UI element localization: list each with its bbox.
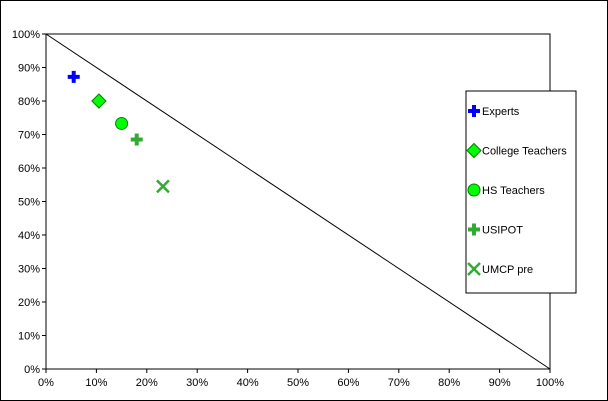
x-tick-label: 30% [186,377,208,389]
legend-label: USIPOT [482,225,523,237]
legend-label: UMCP pre [482,264,533,276]
legend-marker [468,223,480,236]
x-tick-label: 50% [287,377,309,389]
y-tick-label: 70% [18,130,40,142]
y-tick-label: 50% [18,197,40,209]
cross-marker-bar-v [134,133,139,146]
data-point [91,93,107,109]
data-point [115,116,129,130]
y-tick-label: 20% [18,297,40,309]
legend-marker [467,262,481,276]
x-tick-label: 20% [136,377,158,389]
x-tick-label: 100% [536,377,564,389]
x-marker-stroke [467,262,481,276]
legend-marker [468,105,480,117]
cross-marker-bar-v [71,70,76,83]
legend-marker [466,142,482,159]
x-tick-label: 90% [489,377,511,389]
diamond-marker [466,142,482,159]
y-tick-label: 30% [18,264,40,276]
x-tick-label: 60% [337,377,359,389]
legend-label: HS Teachers [482,185,545,197]
y-tick-label: 80% [18,96,40,108]
x-tick-label: 40% [237,377,259,389]
data-point [130,133,143,146]
circle-marker [115,116,129,130]
y-tick-label: 40% [18,230,40,242]
x-tick-label: 10% [85,377,107,389]
legend-label: College Teachers [482,146,567,158]
diamond-marker [91,93,107,109]
y-tick-label: 60% [18,163,40,175]
cross-marker-bar-v [472,105,476,117]
circle-marker [467,183,481,197]
legend-label: Experts [482,106,520,118]
legend-box [465,90,577,294]
x-tick-label: 80% [438,377,460,389]
x-tick-label: 70% [388,377,410,389]
y-tick-label: 90% [18,63,40,75]
data-point [67,70,80,83]
x-tick-label: 0% [38,377,54,389]
y-tick-label: 100% [12,29,40,41]
data-point [156,179,170,194]
y-tick-label: 0% [24,364,40,376]
diagonal-reference-line [45,33,551,370]
legend-marker [467,183,481,197]
cross-marker-bar-v [472,223,476,236]
y-tick-label: 10% [18,331,40,343]
x-marker-stroke [156,179,170,194]
